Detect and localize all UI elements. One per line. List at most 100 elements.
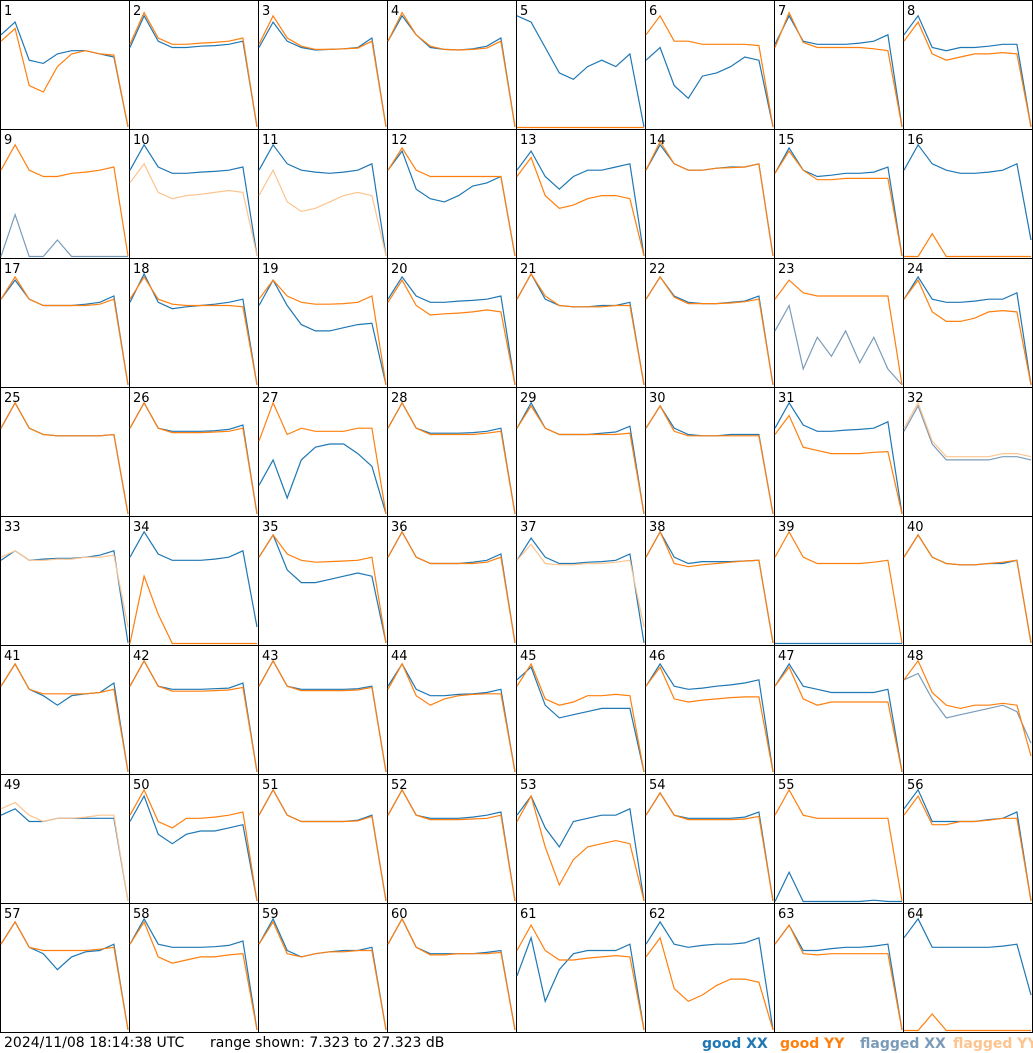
panel-frame — [258, 0, 388, 130]
series-line — [903, 143, 1032, 241]
range-prefix: range shown: — [210, 1035, 305, 1051]
series-line — [129, 788, 258, 901]
series-line — [0, 801, 129, 901]
series-line — [774, 146, 903, 256]
series-line — [516, 156, 645, 257]
series-line — [774, 303, 903, 386]
series-line — [774, 788, 903, 902]
panel-number: 21 — [520, 262, 537, 277]
panel-number: 61 — [520, 907, 537, 922]
panel-frame — [129, 0, 259, 130]
panel-number: 7 — [778, 4, 786, 19]
series-line — [903, 275, 1032, 385]
panel-frame — [0, 129, 130, 259]
panel-number: 57 — [4, 907, 21, 922]
series-line — [0, 27, 129, 128]
series-line — [645, 404, 774, 515]
panel-frame — [129, 129, 259, 259]
panel-frame — [903, 774, 1033, 904]
series-line — [645, 275, 774, 385]
panel-number: 1 — [4, 4, 12, 19]
series-line — [645, 662, 774, 772]
series-line — [774, 401, 903, 514]
series-line — [387, 530, 516, 643]
panel-number: 15 — [778, 133, 795, 148]
panel-frame — [387, 129, 517, 259]
series-line — [0, 920, 129, 1031]
panel-number: 59 — [262, 907, 279, 922]
panel-frame — [387, 258, 517, 388]
panel-frame — [774, 516, 904, 646]
panel-number: 33 — [4, 520, 21, 535]
series-line — [774, 14, 903, 127]
panel-frame — [387, 903, 517, 1033]
panel-number: 10 — [133, 133, 150, 148]
series-line — [129, 275, 258, 386]
series-line — [516, 404, 645, 515]
panel-number: 46 — [649, 649, 666, 664]
series-line — [645, 404, 774, 515]
series-line — [0, 662, 129, 773]
panel-number: 54 — [649, 778, 666, 793]
panel-frame — [516, 903, 646, 1033]
panel-frame — [516, 387, 646, 517]
series-line — [0, 401, 129, 515]
series-line — [258, 14, 387, 127]
panel-number: 60 — [391, 907, 408, 922]
panel-frame — [0, 774, 130, 904]
series-line — [903, 672, 1032, 744]
series-line — [903, 794, 1032, 902]
series-line — [0, 279, 129, 385]
panel-number: 20 — [391, 262, 408, 277]
legend-entry: flagged XX — [860, 1036, 946, 1052]
series-line — [645, 275, 774, 385]
series-line — [774, 279, 903, 385]
panel-number: 19 — [262, 262, 279, 277]
series-line — [774, 923, 903, 1031]
series-line — [387, 146, 516, 257]
panel-number: 49 — [4, 778, 21, 793]
series-line — [129, 401, 258, 514]
panel-frame — [387, 645, 517, 775]
series-line — [0, 143, 129, 256]
panel-frame — [774, 774, 904, 904]
panel-number: 5 — [520, 4, 528, 19]
panel-number: 17 — [4, 262, 21, 277]
series-line — [258, 279, 387, 385]
series-line — [129, 14, 258, 127]
series-line — [645, 530, 774, 644]
series-line — [645, 14, 774, 128]
panel-frame — [774, 258, 904, 388]
panel-frame — [516, 645, 646, 775]
panel-number: 40 — [907, 520, 924, 535]
panel-number: 56 — [907, 778, 924, 793]
panel-number: 31 — [778, 391, 795, 406]
panel-number: 24 — [907, 262, 924, 277]
series-line — [387, 401, 516, 515]
panel-frame — [0, 645, 130, 775]
series-line — [645, 143, 774, 256]
series-line — [258, 443, 387, 515]
series-line — [0, 275, 129, 385]
panel-frame — [903, 0, 1033, 130]
series-line — [516, 15, 645, 128]
panel-number: 41 — [4, 649, 21, 664]
panel-frame — [258, 774, 388, 904]
panel-frame — [387, 774, 517, 904]
series-line — [258, 659, 387, 772]
series-line — [258, 788, 387, 901]
panel-number: 30 — [649, 391, 666, 406]
series-line — [258, 659, 387, 772]
panel-frame — [774, 645, 904, 775]
series-line — [0, 212, 128, 258]
panel-frame — [645, 516, 775, 646]
series-line — [258, 788, 387, 901]
series-line — [774, 414, 903, 515]
series-line — [258, 917, 387, 1031]
series-line — [516, 662, 645, 773]
panel-number: 44 — [391, 649, 408, 664]
series-line — [258, 533, 387, 644]
panel-number: 38 — [649, 520, 666, 535]
panel-number: 42 — [133, 649, 150, 664]
